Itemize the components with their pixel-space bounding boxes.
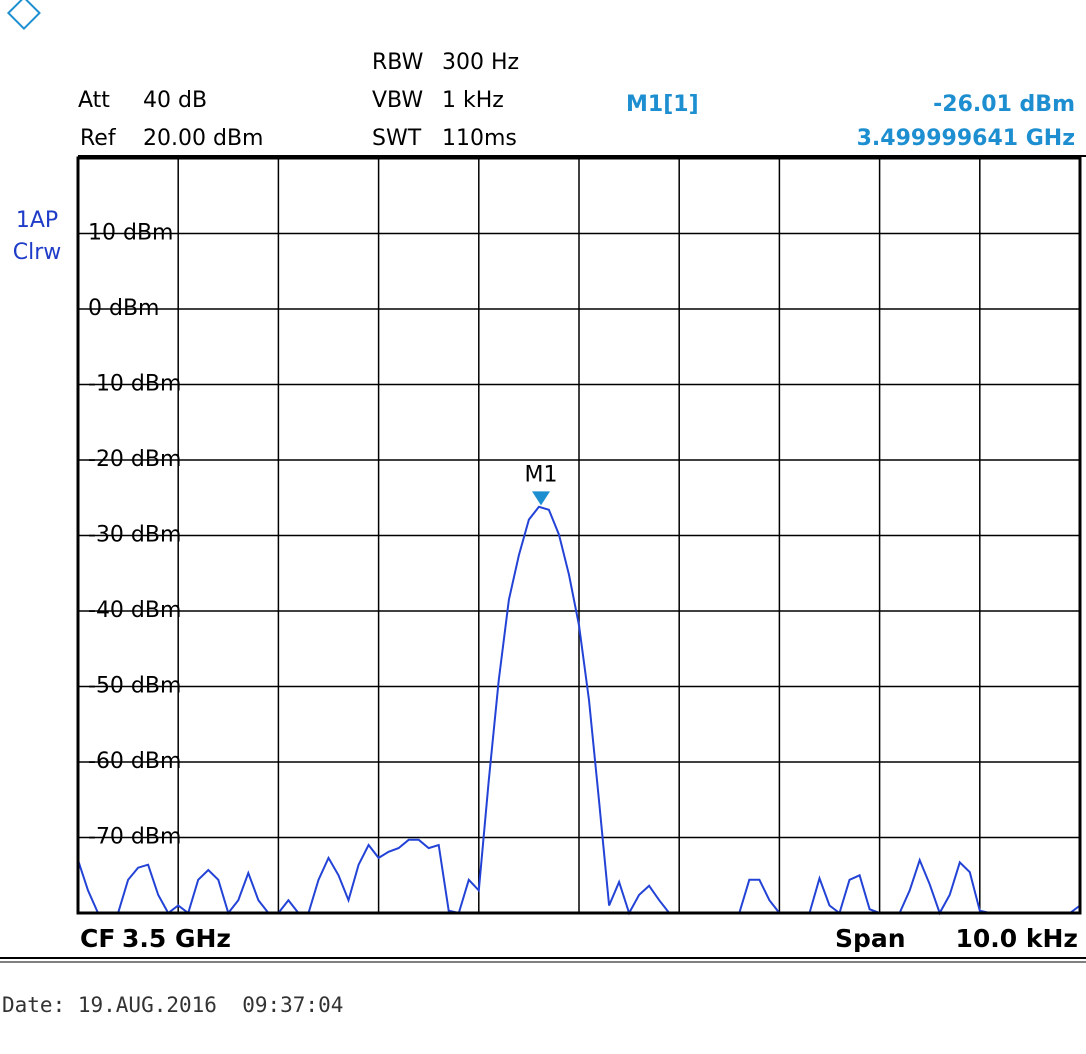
marker-triangle xyxy=(532,491,550,506)
y-tick-label: -30 dBm xyxy=(88,523,181,548)
cf-value: 3.5 GHz xyxy=(122,924,231,953)
marker-frequency: 3.499999641 GHz xyxy=(857,126,1075,151)
marker-level: -26.01 dBm xyxy=(933,92,1075,117)
ref-label: Ref xyxy=(80,126,117,151)
trace-detector: 1AP xyxy=(16,208,58,233)
y-tick-label: -70 dBm xyxy=(88,825,181,850)
vbw-value: 1 kHz xyxy=(442,88,504,113)
span-label: Span xyxy=(835,924,906,953)
att-label: Att xyxy=(78,88,110,113)
trace xyxy=(77,505,1081,916)
y-tick-label: -40 dBm xyxy=(88,598,181,623)
date: Date: 19.AUG.2016 09:37:04 xyxy=(2,993,343,1017)
y-tick-label: -10 dBm xyxy=(88,372,181,397)
rbw-value: 300 Hz xyxy=(442,50,519,75)
trace-mode: Clrw xyxy=(13,240,62,265)
y-tick-label: 0 dBm xyxy=(88,296,159,321)
vbw-label: VBW xyxy=(372,88,423,113)
ref-value: 20.00 dBm xyxy=(143,126,263,151)
logo xyxy=(6,0,41,31)
plot-frame xyxy=(76,156,1082,915)
att-value: 40 dB xyxy=(143,88,207,113)
y-tick-label: -50 dBm xyxy=(88,674,181,699)
swt-label: SWT xyxy=(372,126,422,151)
y-tick-label: 10 dBm xyxy=(88,221,173,246)
y-tick-label: -60 dBm xyxy=(88,749,181,774)
y-tick-label: -20 dBm xyxy=(88,447,181,472)
plot: 10 dBm 0 dBm -10 dBm -20 dBm -30 dBm -40 dBm -… xyxy=(77,158,1081,916)
rbw-label: RBW xyxy=(372,50,424,75)
cf-label: CF xyxy=(80,924,115,953)
marker-label: M1 xyxy=(525,462,558,487)
marker-readout: M1[1] xyxy=(626,92,699,117)
span-value: 10.0 kHz xyxy=(956,924,1079,953)
swt-value: 110ms xyxy=(442,126,517,151)
